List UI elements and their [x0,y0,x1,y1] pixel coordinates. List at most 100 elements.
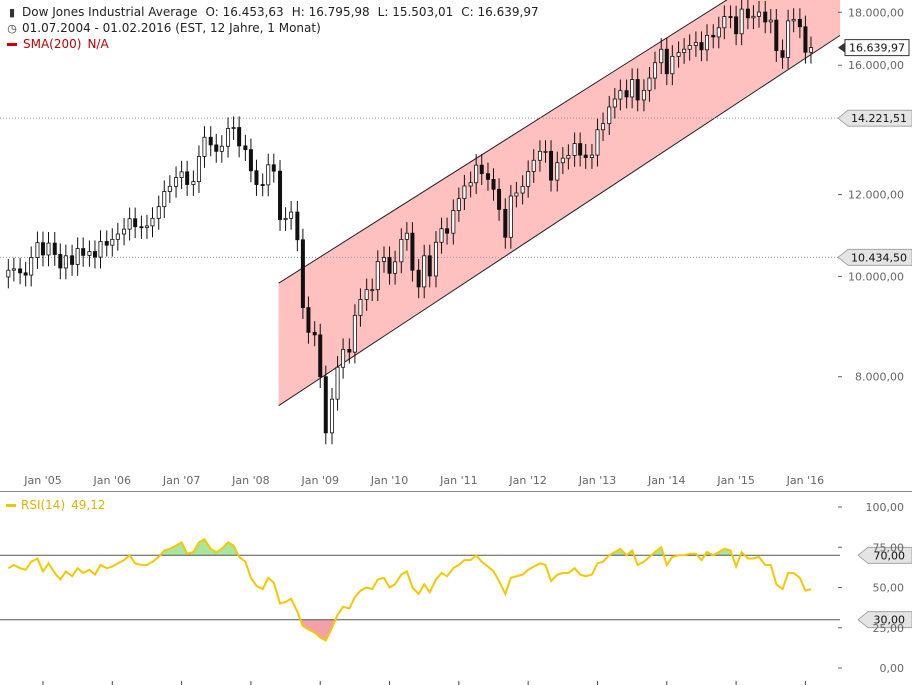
candle [352,304,357,364]
candle [601,112,606,142]
candle [364,278,369,311]
rsi-color-swatch [6,504,16,507]
candle-body-up [75,248,80,265]
candle-body-down [133,218,138,228]
candle [664,38,669,86]
candle-body-up [716,27,721,38]
candle [122,218,127,246]
candle [433,231,438,288]
candle [133,207,138,239]
candle-body-up [231,127,236,129]
candle-body-down [214,144,219,152]
candle [144,214,149,239]
candle-body-down [58,254,63,269]
candle-body-down [254,170,259,185]
candle-body-up [46,242,51,256]
price-tag [837,109,912,127]
candle-body-up [474,164,479,184]
candle-body-down [699,42,704,51]
candle [306,296,311,344]
candle-body-up [786,20,791,58]
candle [347,338,352,364]
candle-body-down [347,349,352,353]
candle [676,41,681,68]
candle-body-up [601,123,606,131]
candle [167,175,172,203]
price-tag-label: 10.434,50 [851,251,907,264]
x-tick-label: Jan '16 [786,474,824,487]
candle [52,232,57,266]
candle [40,231,45,267]
candle-body-up [87,251,92,256]
candle [410,222,415,282]
candle-body-up [63,255,68,269]
candle [612,87,617,119]
candle-body-up [647,77,652,91]
candle [271,153,276,183]
candle-body-down [664,48,669,75]
candle-body-up [156,206,161,219]
candle [422,244,427,299]
rsi-legend[interactable]: RSI(14) 49,12 [6,498,106,512]
candle-body-up [751,15,756,19]
candle-body-up [756,11,761,17]
candle-body-down [711,34,716,38]
candle [139,215,144,239]
candle-body-up [364,289,369,300]
candle [300,228,305,319]
sma-legend[interactable]: SMA(200) N/A [6,37,109,51]
candle [774,9,779,62]
candle [393,250,398,285]
candle-body-up [174,177,179,187]
candle-body-up [127,218,132,230]
candle-body-up [122,228,127,235]
candle [23,261,28,287]
rsi-value: 49,12 [71,498,106,512]
candle [468,171,473,198]
candle [497,178,502,221]
candle-body-up [808,47,813,53]
candle [330,388,335,445]
candle-body-up [11,268,16,271]
candle-body-up [110,238,115,246]
candle-body-down [237,127,242,147]
candle-body-down [803,26,808,53]
chart-title: Dow Jones Industrial Average [22,5,198,19]
header-period-row: ◷ 01.07.2004 - 01.02.2016 (EST, 12 Jahre,… [6,21,321,35]
candle-body-down [485,173,490,180]
y-tick-label: 18.000,00 [848,6,904,19]
candle-body-up [520,185,525,194]
candle-body-down [445,228,450,234]
candle [370,278,375,302]
candle-body-down [583,154,588,158]
candle [266,153,271,197]
candle-body-up [670,55,675,75]
candle-body-up [399,238,404,263]
candle-body-down [323,376,328,434]
candle [537,140,542,172]
candle [704,24,709,62]
candle [87,240,92,267]
candle-body-up [653,62,658,79]
candle [491,168,496,201]
rsi-level-tag [857,611,912,629]
candle [578,132,583,167]
candle [630,68,635,109]
rsi-line [7,537,812,643]
candle-body-up [196,156,201,182]
candle-body-up [791,18,796,22]
candle-body-up [162,191,167,208]
candle [531,149,536,183]
header-ohlc-row: ▮ Dow Jones Industrial Average O: 16.453,6… [6,5,539,19]
candle [699,31,704,62]
candle-body-down [479,164,484,175]
candle [6,259,11,289]
y-tick-label: 12.000,00 [848,189,904,202]
candle-body-up [335,366,340,400]
candle-body-up [543,150,548,153]
candle [260,173,265,197]
candle-body-down [104,241,109,246]
candle-body-up [115,233,120,240]
candle [549,140,554,192]
